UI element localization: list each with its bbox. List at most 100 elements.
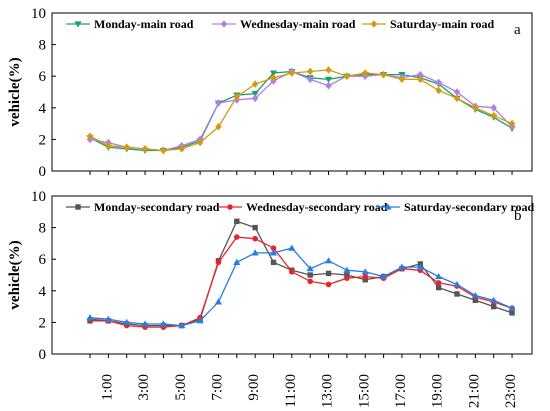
data-point bbox=[344, 272, 350, 278]
data-point bbox=[233, 258, 241, 265]
legend-marker bbox=[220, 20, 228, 28]
legend-label: Monday-main road bbox=[94, 17, 194, 31]
series-line bbox=[90, 220, 513, 327]
data-point bbox=[306, 265, 314, 272]
data-point bbox=[417, 75, 424, 84]
data-point bbox=[178, 145, 185, 153]
data-point bbox=[490, 104, 497, 112]
data-point bbox=[508, 119, 516, 128]
y-tick-label: 4 bbox=[39, 284, 47, 300]
y-tick-label: 2 bbox=[39, 132, 47, 148]
data-point bbox=[233, 92, 240, 101]
data-point bbox=[252, 224, 258, 231]
panel-b: 0 2 4 6 8 10 vehicle(%) 1:00 3:00 5:00 7:00 9:00 11:… bbox=[7, 189, 534, 408]
legend-entry: Monday-secondary road bbox=[66, 200, 220, 214]
x-tick-label: 11:00 bbox=[283, 374, 299, 408]
series-line bbox=[89, 236, 513, 328]
y-tick-label: 10 bbox=[31, 189, 46, 205]
y-axis-label: vehicle(%) bbox=[7, 57, 23, 126]
data-point bbox=[435, 280, 442, 286]
panel-a: 0 2 4 6 8 10 vehicle(%) a Monday-main road Wednes… bbox=[7, 6, 533, 180]
data-point bbox=[215, 122, 222, 131]
data-point bbox=[160, 146, 167, 155]
series-line bbox=[89, 69, 513, 152]
data-point bbox=[270, 73, 277, 82]
y-axis-label: vehicle(%) bbox=[7, 240, 23, 309]
data-point bbox=[325, 281, 332, 288]
data-point bbox=[289, 269, 295, 275]
x-tick-label: 5:00 bbox=[173, 374, 189, 401]
y-tick-label: 6 bbox=[39, 252, 47, 268]
data-point bbox=[159, 320, 167, 327]
legend-label: Wednesday-secondary road bbox=[246, 200, 388, 214]
data-point bbox=[270, 245, 277, 251]
data-point bbox=[362, 277, 368, 283]
data-point bbox=[141, 145, 149, 153]
data-point bbox=[398, 263, 406, 270]
data-point bbox=[307, 272, 313, 278]
data-point bbox=[104, 315, 112, 322]
data-point bbox=[509, 310, 515, 316]
data-point bbox=[490, 111, 497, 120]
series-line bbox=[89, 70, 513, 152]
series-saturday-main-road bbox=[86, 66, 516, 155]
plot-frame bbox=[51, 195, 533, 355]
data-point bbox=[453, 280, 461, 288]
legend-entry: Monday-main road bbox=[66, 17, 194, 31]
legend-marker bbox=[75, 204, 81, 210]
y-tick-label: 0 bbox=[39, 347, 47, 363]
legend-label: Wednesday-main road bbox=[240, 17, 356, 31]
data-point bbox=[251, 80, 259, 88]
data-point bbox=[288, 69, 296, 77]
x-tick-label: 1:00 bbox=[99, 374, 115, 401]
data-point bbox=[105, 141, 112, 150]
data-point bbox=[325, 66, 332, 74]
data-point bbox=[215, 259, 222, 266]
y-tick-label: 8 bbox=[39, 38, 47, 54]
legend-marker bbox=[384, 203, 392, 210]
x-tick-label: 7:00 bbox=[209, 374, 225, 401]
legend-marker bbox=[227, 204, 233, 210]
x-tick-label: 21:00 bbox=[466, 374, 482, 408]
panel-label: b bbox=[514, 208, 522, 224]
data-point bbox=[472, 297, 479, 303]
data-point bbox=[269, 249, 278, 256]
data-point bbox=[472, 104, 479, 112]
data-point bbox=[307, 278, 314, 285]
data-point bbox=[324, 257, 333, 264]
data-point bbox=[435, 272, 443, 280]
data-point bbox=[343, 72, 351, 80]
legend-label: Saturday-main road bbox=[390, 17, 494, 31]
data-point bbox=[362, 69, 369, 77]
data-point bbox=[234, 234, 240, 240]
data-point bbox=[196, 138, 204, 147]
data-point bbox=[380, 70, 387, 79]
x-tick-label: 15:00 bbox=[356, 374, 372, 408]
data-point bbox=[214, 298, 223, 305]
y-tick-label: 10 bbox=[31, 6, 46, 22]
legend-marker bbox=[74, 21, 82, 28]
data-point bbox=[361, 268, 369, 275]
data-point bbox=[251, 90, 259, 98]
x-tick-label: 9:00 bbox=[246, 374, 262, 401]
y-tick-label: 0 bbox=[39, 164, 47, 180]
x-tick-label: 19:00 bbox=[430, 374, 446, 408]
data-point bbox=[453, 94, 461, 103]
data-point bbox=[490, 296, 498, 303]
x-tick-label: 3:00 bbox=[136, 374, 152, 401]
data-point bbox=[398, 75, 406, 84]
series-monday-secondary-road bbox=[87, 218, 515, 329]
x-tick-label: 17:00 bbox=[393, 374, 409, 408]
data-point bbox=[270, 259, 277, 266]
y-tick-label: 2 bbox=[39, 315, 47, 331]
data-point bbox=[454, 291, 460, 297]
data-point bbox=[362, 273, 369, 280]
series-line bbox=[89, 247, 513, 327]
legend-entry: Saturday-main road bbox=[362, 17, 494, 31]
legend-entry: Wednesday-main road bbox=[212, 17, 356, 31]
data-point bbox=[86, 314, 94, 321]
data-point bbox=[307, 67, 314, 76]
data-point bbox=[453, 88, 461, 96]
data-point bbox=[123, 143, 130, 152]
data-point bbox=[234, 218, 240, 224]
